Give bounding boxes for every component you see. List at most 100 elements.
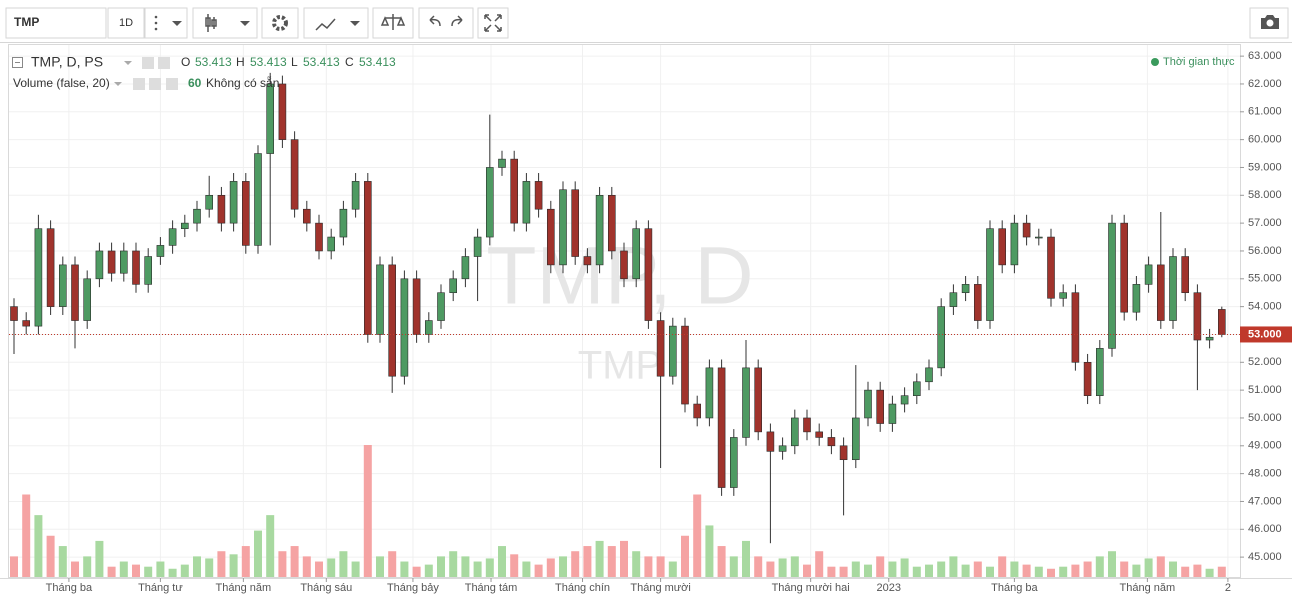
y-tick-label: 50.000 xyxy=(1248,412,1282,424)
volume-bar xyxy=(351,561,360,577)
volume-bar xyxy=(998,556,1007,577)
candle-body xyxy=(58,264,67,307)
candle-body xyxy=(1010,222,1019,266)
toolbar: TMP 1D xyxy=(0,7,1292,43)
settings[interactable] xyxy=(261,7,299,39)
volume-bar xyxy=(180,564,189,577)
x-tick-label: Tháng chín xyxy=(555,582,610,594)
volume-bar xyxy=(363,445,372,577)
candle-body xyxy=(144,256,152,285)
volume-bar xyxy=(254,530,262,577)
volume-bar xyxy=(327,558,336,577)
candle-body xyxy=(864,389,872,419)
volume-bar xyxy=(168,568,177,577)
volume-bar xyxy=(681,535,689,577)
legend: TMP, D, PS O 53.413 H 53.413 L 53.413 C … xyxy=(12,54,1235,90)
interval-box[interactable] xyxy=(107,7,145,39)
candle-body xyxy=(851,417,860,461)
volume-bar xyxy=(315,561,323,577)
volume-bar xyxy=(1083,561,1092,577)
ohlc-label: H xyxy=(236,55,245,69)
last-price-box xyxy=(1240,326,1292,343)
candle-body xyxy=(693,403,702,419)
candle-body xyxy=(949,292,958,307)
volume-bar xyxy=(815,551,824,577)
x-tick-label: Tháng mười xyxy=(630,582,690,594)
fullscreen[interactable] xyxy=(477,7,509,39)
volume-bar xyxy=(766,561,775,577)
candle-body xyxy=(742,367,750,438)
watermark-sub: TMP xyxy=(578,344,662,388)
candle-body xyxy=(449,278,458,294)
volume-bar xyxy=(620,540,628,577)
candle-body xyxy=(1022,222,1031,238)
volume-bar xyxy=(803,564,811,577)
x-tick-label: 2023 xyxy=(876,582,900,594)
candle-body xyxy=(168,228,177,246)
volume-value: 60 xyxy=(188,76,202,90)
volume-bar xyxy=(522,561,531,577)
volume-bar xyxy=(1132,564,1141,577)
volume-bar xyxy=(193,556,201,577)
candle-body xyxy=(1169,256,1177,321)
candle-body xyxy=(485,167,494,238)
volume-bar xyxy=(534,564,543,577)
volume-bar xyxy=(961,564,970,577)
candle-body xyxy=(254,153,262,246)
grid xyxy=(9,45,1240,578)
ohlc-value: 53.413 xyxy=(359,55,396,69)
candle-body xyxy=(278,83,287,140)
candle-body xyxy=(1218,309,1226,335)
volume-bar xyxy=(132,564,140,577)
chart-style[interactable] xyxy=(192,7,258,39)
candle-body xyxy=(1120,222,1128,313)
candle-body xyxy=(668,325,677,377)
candle-body xyxy=(583,256,592,266)
candle-body xyxy=(71,264,79,321)
candle-body xyxy=(83,278,91,321)
candle-body xyxy=(620,250,628,280)
y-tick-label: 55.000 xyxy=(1248,273,1282,285)
volume-bar xyxy=(302,556,311,577)
volume-bar xyxy=(1205,568,1214,577)
ohlc-label: L xyxy=(291,55,298,69)
candle-body xyxy=(656,320,665,377)
volume-bar xyxy=(449,551,458,577)
candle-body xyxy=(302,208,311,224)
candle-body xyxy=(107,250,116,274)
candle-body xyxy=(1132,284,1141,313)
candle-body xyxy=(876,389,885,424)
candle-body xyxy=(34,228,43,327)
volume-bar xyxy=(693,494,702,577)
volume-bar xyxy=(1193,564,1202,577)
candle-body xyxy=(778,445,787,452)
candle-body xyxy=(644,228,653,321)
volume-bar xyxy=(595,540,604,577)
candle-body xyxy=(803,417,811,433)
watermark: TMP, D xyxy=(486,231,753,322)
candle-body xyxy=(571,189,580,257)
candle-body xyxy=(473,236,482,257)
candle-body xyxy=(339,208,348,238)
volume-bar xyxy=(925,564,933,577)
indicators[interactable] xyxy=(303,7,369,39)
ohlc-value: 53.413 xyxy=(195,55,232,69)
legend-icon xyxy=(142,57,154,69)
dropdown xyxy=(114,82,122,86)
realtime-dot xyxy=(1151,58,1159,66)
candle-body xyxy=(181,222,189,229)
volume-bar xyxy=(912,566,921,577)
y-tick-label: 59.000 xyxy=(1248,161,1282,173)
y-tick-label: 58.000 xyxy=(1248,189,1282,201)
volume-bar xyxy=(973,561,982,577)
volume-bar xyxy=(46,535,55,577)
candle-body xyxy=(95,250,104,280)
volume-pane xyxy=(10,445,1226,577)
y-tick-label: 54.000 xyxy=(1248,301,1282,313)
axes: 45.000 46.000 47.000 48.000 49.000 50.000 51.0… xyxy=(0,50,1292,594)
interval-menu[interactable] xyxy=(144,7,188,39)
candle-body xyxy=(998,228,1007,266)
symbol-box[interactable] xyxy=(5,7,107,39)
undo-redo[interactable] xyxy=(418,7,474,39)
y-tick-label: 62.000 xyxy=(1248,78,1282,90)
